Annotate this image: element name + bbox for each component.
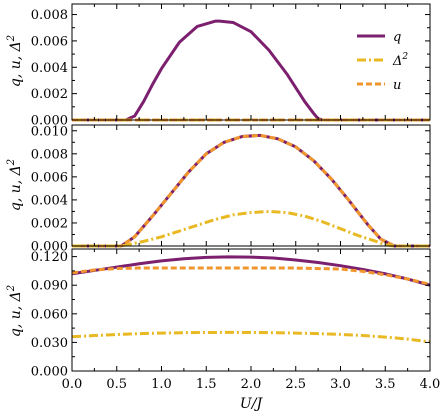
x-tick-label-5: 2.5 <box>285 377 306 392</box>
plot-frame-top <box>71 3 431 121</box>
y-tick-label-top-1: 0.002 <box>31 87 68 102</box>
series-q-top <box>72 19 430 122</box>
x-tick-label-0: 0.0 <box>62 377 83 392</box>
x-tick-label-4: 2.0 <box>241 377 262 392</box>
series-delta2-middle <box>72 209 430 248</box>
plot-frame-middle <box>71 124 431 247</box>
legend-label-q: q <box>393 30 401 45</box>
y-tick-label-top-4: 0.008 <box>31 8 68 23</box>
x-tick-label-7: 3.5 <box>375 377 396 392</box>
x-tick-label-3: 1.5 <box>196 377 217 392</box>
x-tick-label-6: 3.0 <box>330 377 351 392</box>
y-tick-label-middle-0: 0.000 <box>31 240 68 255</box>
panel-middle: 0.000 0.002 0.004 0.006 0.008 0.010 <box>31 124 431 255</box>
y-tick-label-top-3: 0.006 <box>31 34 68 49</box>
svg-text:q, u, Δ2: q, u, Δ2 <box>6 35 24 87</box>
y-tick-label-bottom-4: 0.120 <box>31 250 68 265</box>
legend-label-delta2: Δ2 <box>392 52 408 69</box>
plot-frame-bottom <box>71 248 431 372</box>
y-tick-label-middle-3: 0.006 <box>31 170 68 185</box>
series-u-bottom <box>71 266 431 286</box>
panel-top: 0.000 0.002 0.004 0.006 0.008 <box>31 3 431 129</box>
x-tick-label-2: 1.0 <box>151 377 172 392</box>
series-u-middle <box>72 133 430 248</box>
y-tick-label-middle-4: 0.008 <box>31 147 68 162</box>
x-tick-label-8: 4.0 <box>420 377 441 392</box>
legend: q Δ2 u <box>357 30 408 93</box>
panel-bottom: 0.000 0.030 0.060 0.090 0.120 0.0 0.5 1.0 1.5 2.0… <box>31 248 441 392</box>
series-q-middle <box>72 133 430 248</box>
y-tick-label-bottom-0: 0.000 <box>31 365 68 380</box>
y-tick-label-top-2: 0.004 <box>31 61 68 76</box>
y-axis-label-middle: q, u, Δ2 <box>6 159 24 211</box>
y-tick-label-middle-5: 0.010 <box>31 124 68 139</box>
series-delta2-bottom <box>71 330 431 344</box>
y-tick-label-middle-1: 0.002 <box>31 216 68 231</box>
y-tick-label-bottom-1: 0.030 <box>31 336 68 351</box>
y-tick-label-top-0: 0.000 <box>31 114 68 129</box>
chart-panels: 0.000 0.002 0.004 0.006 0.008 0.000 0.002 0.004… <box>31 3 441 392</box>
y-tick-label-middle-2: 0.004 <box>31 193 68 208</box>
y-tick-label-bottom-3: 0.090 <box>31 279 68 294</box>
svg-text:q, u, Δ2: q, u, Δ2 <box>6 159 24 211</box>
svg-text:q, u, Δ2: q, u, Δ2 <box>6 285 24 337</box>
x-tick-label-1: 0.5 <box>106 377 127 392</box>
y-axis-label-top: q, u, Δ2 <box>6 35 24 87</box>
legend-label-u: u <box>393 78 401 93</box>
x-axis-label: U/J <box>240 396 264 412</box>
y-axis-label-bottom: q, u, Δ2 <box>6 285 24 337</box>
y-tick-label-bottom-2: 0.060 <box>31 307 68 322</box>
series-q-bottom <box>71 255 431 287</box>
